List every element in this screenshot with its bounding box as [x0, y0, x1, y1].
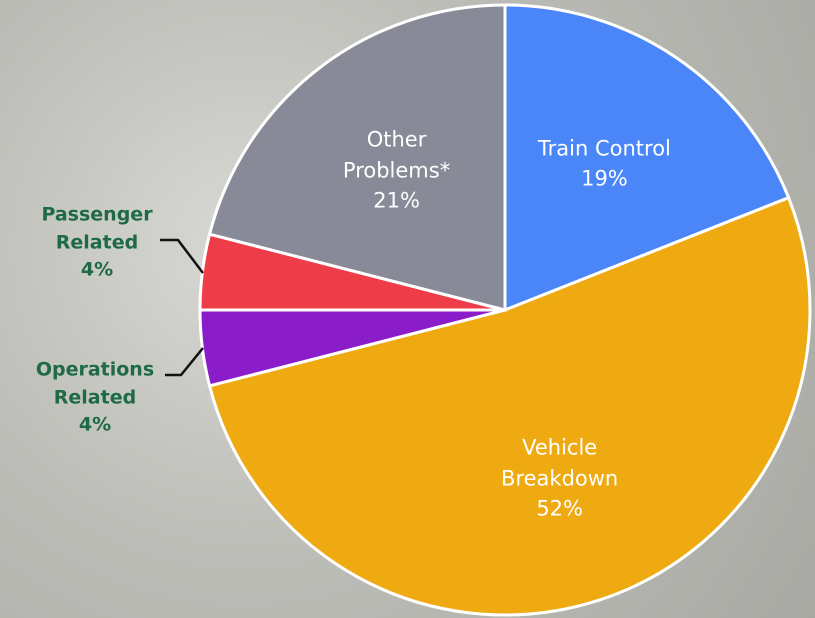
- value-label: 4%: [25, 412, 165, 440]
- category-label: Operations Related: [25, 357, 165, 412]
- leader-line: [165, 348, 203, 375]
- category-label: Other Problems*: [322, 125, 472, 186]
- value-label: 21%: [322, 185, 472, 215]
- category-label: Vehicle Breakdown: [480, 433, 640, 494]
- category-label: Train Control: [504, 133, 704, 163]
- value-label: 52%: [480, 493, 640, 523]
- slice-label: Other Problems*21%: [322, 125, 472, 216]
- category-label: Passenger Related: [27, 202, 167, 257]
- value-label: 4%: [27, 257, 167, 285]
- value-label: 19%: [504, 164, 704, 194]
- page: (() => { const data = JSON.parse(documen…: [0, 0, 815, 618]
- chart: [0, 0, 815, 618]
